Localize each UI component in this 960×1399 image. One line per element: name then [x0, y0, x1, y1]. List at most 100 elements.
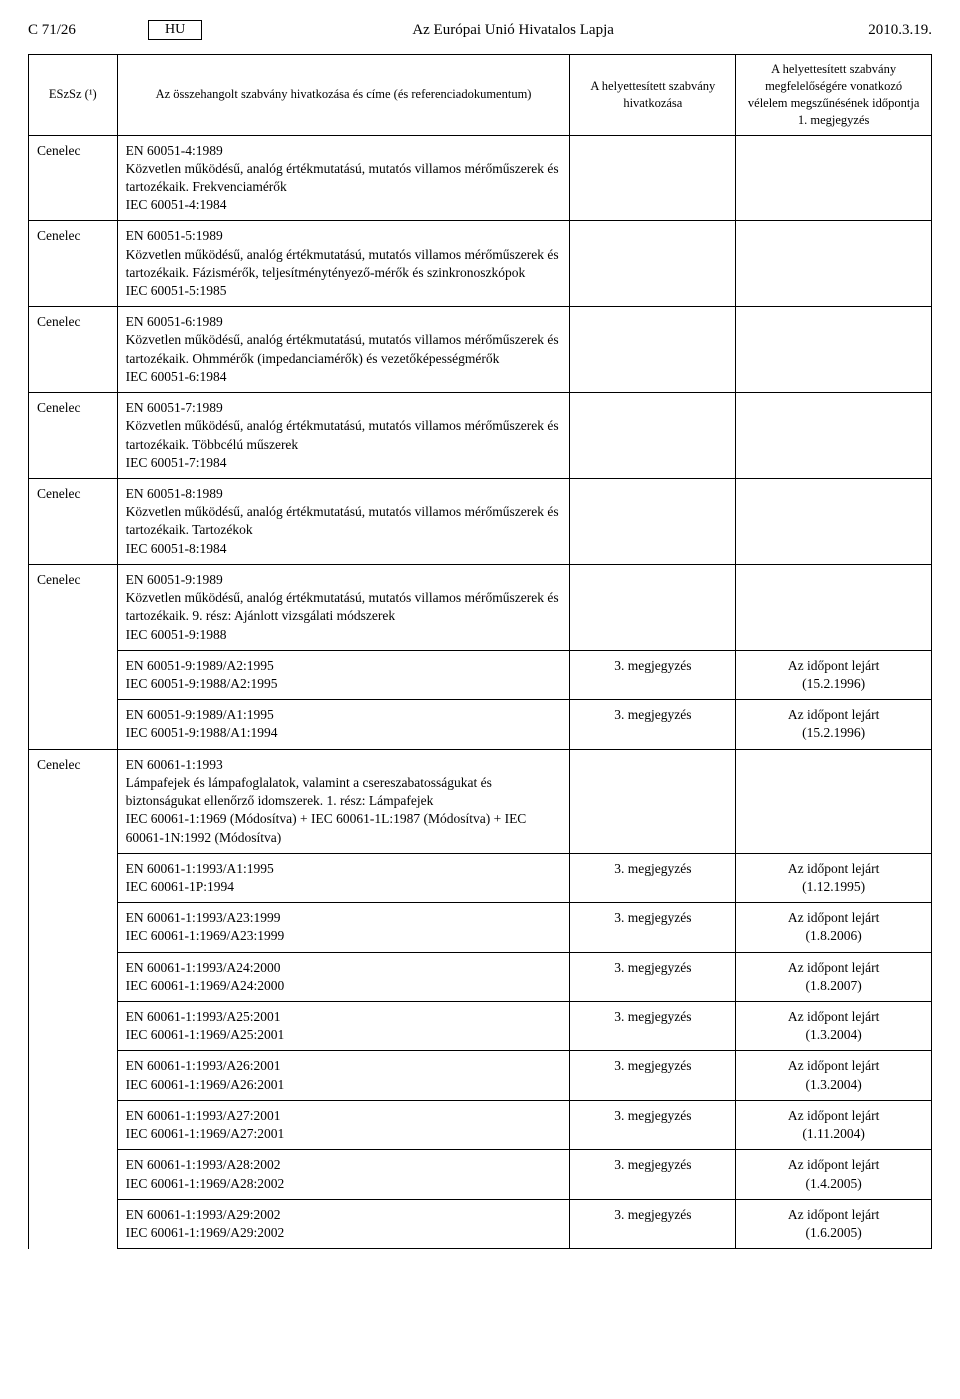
cell-deadline: Az időpont lejárt(15.2.1996) [736, 700, 932, 749]
cell-deadline [736, 307, 932, 393]
cell-org: Cenelec [29, 749, 118, 853]
cell-deadline: Az időpont lejárt(1.12.1995) [736, 853, 932, 902]
cell-title: EN 60051-9:1989/A2:1995IEC 60051-9:1988/… [117, 650, 570, 699]
cell-superseded-ref [570, 307, 736, 393]
table-row: EN 60051-9:1989/A1:1995IEC 60051-9:1988/… [29, 700, 932, 749]
deadline-text-line: (1.3.2004) [744, 1076, 923, 1094]
cell-superseded-ref [570, 749, 736, 853]
table-row: CenelecEN 60051-8:1989Közvetlen működésű… [29, 479, 932, 565]
table-row: CenelecEN 60051-6:1989Közvetlen működésű… [29, 307, 932, 393]
standard-text-line: IEC 60051-9:1988/A1:1994 [126, 724, 562, 742]
cell-title: EN 60061-1:1993/A27:2001IEC 60061-1:1969… [117, 1100, 570, 1149]
cell-title: EN 60061-1:1993/A1:1995IEC 60061-1P:1994 [117, 853, 570, 902]
standard-text-line: EN 60061-1:1993/A29:2002 [126, 1206, 562, 1224]
cell-superseded-ref: 3. megjegyzés [570, 952, 736, 1001]
cell-org [29, 952, 118, 1001]
standard-text-line: EN 60061-1:1993/A28:2002 [126, 1156, 562, 1174]
cell-superseded-ref: 3. megjegyzés [570, 1002, 736, 1051]
cell-title: EN 60061-1:1993/A24:2000IEC 60061-1:1969… [117, 952, 570, 1001]
cell-superseded-ref: 3. megjegyzés [570, 903, 736, 952]
deadline-text-line: Az időpont lejárt [744, 959, 923, 977]
table-row: CenelecEN 60051-5:1989Közvetlen működésű… [29, 221, 932, 307]
cell-deadline: Az időpont lejárt(1.6.2005) [736, 1199, 932, 1248]
cell-superseded-ref: 3. megjegyzés [570, 1051, 736, 1100]
cell-superseded-ref: 3. megjegyzés [570, 1199, 736, 1248]
standard-text-line: EN 60051-4:1989 [126, 142, 562, 160]
deadline-text-line: Az időpont lejárt [744, 1206, 923, 1224]
deadline-text-line: Az időpont lejárt [744, 657, 923, 675]
standard-text-line: IEC 60051-8:1984 [126, 540, 562, 558]
cell-org: Cenelec [29, 221, 118, 307]
cell-superseded-ref [570, 393, 736, 479]
cell-deadline [736, 135, 932, 221]
table-row: EN 60061-1:1993/A26:2001IEC 60061-1:1969… [29, 1051, 932, 1100]
table-row: EN 60061-1:1993/A25:2001IEC 60061-1:1969… [29, 1002, 932, 1051]
deadline-text-line: (1.11.2004) [744, 1125, 923, 1143]
cell-org [29, 1100, 118, 1149]
standard-text-line: IEC 60051-6:1984 [126, 368, 562, 386]
cell-superseded-ref: 3. megjegyzés [570, 1150, 736, 1199]
deadline-text-line: Az időpont lejárt [744, 1057, 923, 1075]
standard-text-line: IEC 60061-1:1969/A29:2002 [126, 1224, 562, 1242]
cell-title: EN 60051-6:1989Közvetlen működésű, analó… [117, 307, 570, 393]
cell-superseded-ref [570, 135, 736, 221]
cell-deadline [736, 564, 932, 650]
table-row: EN 60061-1:1993/A23:1999IEC 60061-1:1969… [29, 903, 932, 952]
cell-org: Cenelec [29, 135, 118, 221]
col-header-deadline: A helyettesített szabvány megfelelőségér… [736, 55, 932, 136]
table-row: EN 60061-1:1993/A24:2000IEC 60061-1:1969… [29, 952, 932, 1001]
cell-title: EN 60061-1:1993/A25:2001IEC 60061-1:1969… [117, 1002, 570, 1051]
cell-superseded-ref [570, 564, 736, 650]
standard-text-line: IEC 60051-5:1985 [126, 282, 562, 300]
deadline-text-line: (1.12.1995) [744, 878, 923, 896]
standards-table: ESzSz (¹) Az összehangolt szabvány hivat… [28, 54, 932, 1249]
standard-text-line: EN 60051-5:1989 [126, 227, 562, 245]
standard-text-line: EN 60051-9:1989/A1:1995 [126, 706, 562, 724]
cell-org [29, 650, 118, 699]
table-row: EN 60061-1:1993/A29:2002IEC 60061-1:1969… [29, 1199, 932, 1248]
standard-text-line: IEC 60061-1:1969/A27:2001 [126, 1125, 562, 1143]
table-header-row: ESzSz (¹) Az összehangolt szabvány hivat… [29, 55, 932, 136]
standard-text-line: Lámpafejek és lámpafoglalatok, valamint … [126, 774, 562, 810]
cell-superseded-ref: 3. megjegyzés [570, 650, 736, 699]
cell-org [29, 1002, 118, 1051]
table-row: EN 60061-1:1993/A27:2001IEC 60061-1:1969… [29, 1100, 932, 1149]
standard-text-line: Közvetlen működésű, analóg értékmutatású… [126, 331, 562, 367]
table-row: Cenelec EN 60051-4:1989Közvetlen működésű… [29, 135, 932, 221]
deadline-text-line: (1.8.2006) [744, 927, 923, 945]
deadline-text-line: (1.3.2004) [744, 1026, 923, 1044]
cell-org [29, 903, 118, 952]
page-container: C 71/26 HU Az Európai Unió Hivatalos Lap… [0, 0, 960, 1269]
cell-org [29, 1199, 118, 1248]
deadline-text-line: (1.6.2005) [744, 1224, 923, 1242]
standard-text-line: EN 60051-9:1989 [126, 571, 562, 589]
standard-text-line: IEC 60061-1:1969/A24:2000 [126, 977, 562, 995]
cell-deadline: Az időpont lejárt(1.8.2007) [736, 952, 932, 1001]
cell-deadline: Az időpont lejárt(1.8.2006) [736, 903, 932, 952]
cell-org: Cenelec [29, 307, 118, 393]
table-row: CenelecEN 60051-7:1989Közvetlen működésű… [29, 393, 932, 479]
table-row: CenelecEN 60051-9:1989Közvetlen működésű… [29, 564, 932, 650]
cell-deadline: Az időpont lejárt(1.3.2004) [736, 1002, 932, 1051]
deadline-text-line: Az időpont lejárt [744, 909, 923, 927]
standard-text-line: EN 60061-1:1993/A1:1995 [126, 860, 562, 878]
standard-text-line: Közvetlen működésű, analóg értékmutatású… [126, 160, 562, 196]
standard-text-line: EN 60061-1:1993 [126, 756, 562, 774]
cell-org [29, 853, 118, 902]
table-row: EN 60051-9:1989/A2:1995IEC 60051-9:1988/… [29, 650, 932, 699]
cell-deadline [736, 479, 932, 565]
cell-deadline [736, 221, 932, 307]
standard-text-line: Közvetlen működésű, analóg értékmutatású… [126, 417, 562, 453]
cell-deadline: Az időpont lejárt(15.2.1996) [736, 650, 932, 699]
deadline-text-line: (15.2.1996) [744, 724, 923, 742]
cell-deadline [736, 749, 932, 853]
cell-title: EN 60051-5:1989Közvetlen működésű, analó… [117, 221, 570, 307]
deadline-text-line: (1.4.2005) [744, 1175, 923, 1193]
standard-text-line: IEC 60051-4:1984 [126, 196, 562, 214]
table-body: CenelecEN 60051-4:1989Közvetlen működésű… [29, 135, 932, 1249]
standard-text-line: IEC 60051-9:1988 [126, 626, 562, 644]
cell-title: EN 60061-1:1993/A26:2001IEC 60061-1:1969… [117, 1051, 570, 1100]
standard-text-line: IEC 60051-9:1988/A2:1995 [126, 675, 562, 693]
page-header: C 71/26 HU Az Európai Unió Hivatalos Lap… [28, 20, 932, 40]
standard-text-line: IEC 60061-1:1969/A26:2001 [126, 1076, 562, 1094]
